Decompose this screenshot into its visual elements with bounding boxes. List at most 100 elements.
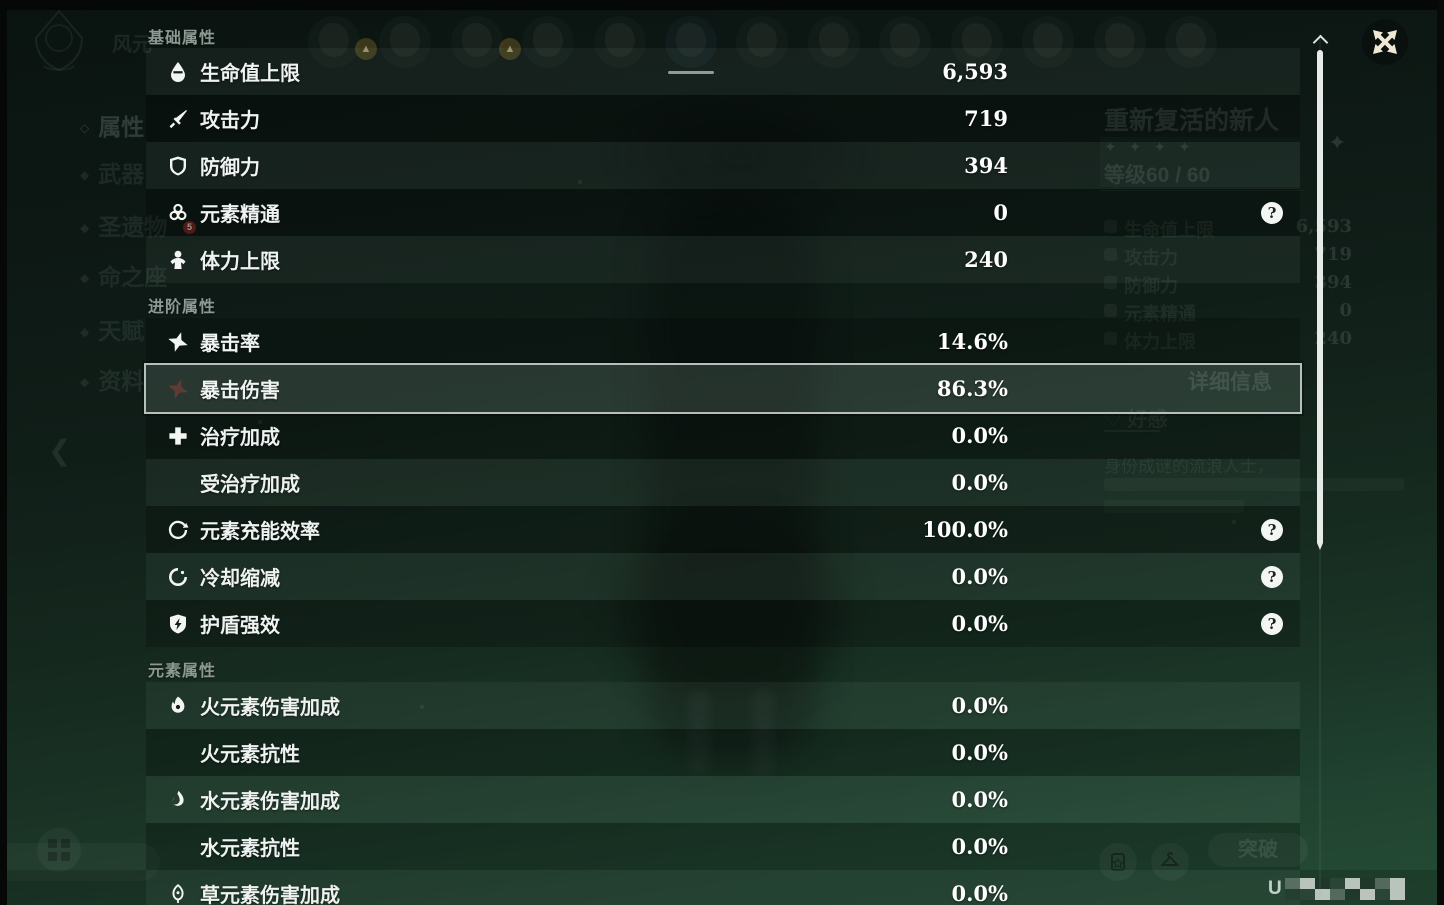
character-portrait [879, 16, 931, 68]
stat-value: 0.0% [951, 693, 1009, 718]
stat-row-pyro-dmg[interactable]: 火元素伤害加成 0.0% [146, 682, 1300, 729]
stat-value: 719 [964, 106, 1008, 131]
hydro-icon [166, 788, 190, 812]
bottom-strip [0, 870, 1444, 905]
prev-character-arrow-icon: ❮ [48, 435, 72, 466]
stat-label: 元素精通 [200, 204, 280, 226]
sidebar-item-artifacts: ◆ 圣遗物 [80, 214, 168, 240]
stat-row-energy-recharge[interactable]: 元素充能效率 100.0% ? [146, 506, 1300, 553]
stat-label: 受治疗加成 [200, 474, 300, 496]
cd-reduction-icon [166, 565, 190, 589]
stat-row-dendro-dmg[interactable]: 草元素伤害加成 0.0% [146, 870, 1300, 905]
bg-stat-row: 体力上限 240 [1104, 326, 1352, 352]
stat-row-hydro-res[interactable]: 水元素抗性 0.0% [146, 823, 1300, 870]
stat-row-pyro-res[interactable]: 火元素抗性 0.0% [146, 729, 1300, 776]
stat-value: 0.0% [951, 834, 1009, 859]
stat-label: 火元素抗性 [200, 744, 300, 766]
base-attribute-rows: 生命值上限 6,593 攻击力 719 防御力 394 元素精通 0 ? [146, 48, 1300, 283]
character-portrait [594, 16, 646, 68]
window-frame [0, 0, 7, 905]
card-button [1099, 843, 1137, 881]
bg-rarity-stars: ✦ ✦ ✦ ✦ [1104, 139, 1195, 156]
stat-row-incoming-healing[interactable]: 受治疗加成 0.0% [146, 459, 1300, 506]
help-icon[interactable]: ? [1261, 565, 1283, 588]
notification-badge: 5 [183, 221, 196, 234]
energy-recharge-icon [166, 518, 190, 542]
stat-value: 14.6% [936, 329, 1008, 354]
stat-value: 6,593 [942, 59, 1008, 84]
advanced-attribute-rows: 暴击率 14.6% 暴击伤害 86.3% 治疗加成 0.0% 受治疗加成 0.0… [146, 318, 1300, 647]
dendro-icon [166, 882, 190, 905]
stat-row-def[interactable]: 防御力 394 [146, 142, 1300, 189]
stat-row-hydro-dmg[interactable]: 水元素伤害加成 0.0% [146, 776, 1300, 823]
stat-value: 0.0% [951, 564, 1009, 589]
stat-row-cd-reduction[interactable]: 冷却缩减 0.0% ? [146, 553, 1300, 600]
stat-row-crit-dmg-selected[interactable]: 暴击伤害 86.3% [146, 365, 1300, 412]
levelup-badge-icon: ▲ [355, 38, 377, 60]
window-frame [0, 0, 1444, 10]
party-grid-button [37, 828, 81, 872]
stat-value: 0.0% [951, 423, 1009, 448]
sidebar-item-talents: ◆ 天赋 [80, 318, 145, 344]
section-title-base: 基础属性 [148, 30, 217, 47]
stat-row-shield-strength[interactable]: 护盾强效 0.0% ? [146, 600, 1300, 647]
scrollbar-thumb[interactable] [1317, 50, 1323, 550]
sidebar-item-profile: ◆ 资料 [80, 368, 145, 394]
sparkle-icon: ✦ [1328, 130, 1347, 155]
stat-label: 生命值上限 [200, 63, 300, 85]
crit-rate-icon [166, 330, 190, 354]
bg-character-title: 重新复活的新人 [1104, 107, 1280, 135]
section-title-advanced: 进阶属性 [148, 299, 217, 316]
section-title-elemental: 元素属性 [148, 663, 217, 680]
stat-mini-icon [1104, 220, 1117, 233]
stat-row-atk[interactable]: 攻击力 719 [146, 95, 1300, 142]
stat-row-max-hp[interactable]: 生命值上限 6,593 [146, 48, 1300, 95]
uid-mosaic [1284, 878, 1410, 900]
stat-value: 0.0% [951, 787, 1009, 812]
character-portrait [522, 16, 574, 68]
help-icon[interactable]: ? [1261, 518, 1283, 541]
help-icon[interactable]: ? [1261, 201, 1283, 224]
stat-row-crit-rate[interactable]: 暴击率 14.6% [146, 318, 1300, 365]
uid-text: U [1268, 878, 1410, 900]
character-portrait [1165, 16, 1217, 68]
hp-icon [166, 60, 190, 84]
close-icon [1373, 30, 1397, 54]
stat-mini-icon [1104, 276, 1117, 289]
bg-stat-row: 生命值上限 6,593 [1104, 214, 1352, 240]
close-button[interactable] [1362, 19, 1408, 65]
bg-element-text: 风元 [112, 34, 152, 56]
character-portrait [808, 16, 860, 68]
character-portrait [308, 16, 360, 68]
window-frame [1437, 0, 1444, 905]
character-portrait [379, 16, 431, 68]
stamina-icon [166, 248, 190, 272]
stat-label: 火元素伤害加成 [200, 697, 340, 719]
character-silhouette [600, 90, 880, 220]
elemental-attribute-rows: 火元素伤害加成 0.0% 火元素抗性 0.0% 水元素伤害加成 0.0% 水元素… [146, 682, 1300, 905]
help-icon[interactable]: ? [1261, 612, 1283, 635]
def-icon [166, 154, 190, 178]
attribute-detail-panel: 基础属性 生命值上限 6,593 攻击力 719 防御力 394 元素精通 0 [146, 0, 1300, 905]
stat-row-healing-bonus[interactable]: 治疗加成 0.0% [146, 412, 1300, 459]
stat-row-max-stamina[interactable]: 体力上限 240 [146, 236, 1300, 283]
bg-stat-row: 攻击力 719 [1104, 242, 1352, 268]
hanger-icon [1160, 852, 1180, 866]
elemental-mastery-icon [166, 201, 190, 225]
character-portrait [1022, 16, 1074, 68]
atk-icon [166, 107, 190, 131]
bg-description-text: 身份成谜的流浪人士， [1104, 457, 1274, 476]
sidebar-item-attributes: ◇ 属性 [80, 114, 145, 140]
region-emblem-icon [34, 9, 84, 72]
stat-row-elemental-mastery[interactable]: 元素精通 0 ? [146, 189, 1300, 236]
stat-label: 草元素伤害加成 [200, 885, 340, 905]
stat-value: 100.0% [922, 517, 1008, 542]
healing-bonus-icon [166, 424, 190, 448]
diamond-icon: ◆ [80, 168, 90, 182]
stat-value: 394 [964, 153, 1008, 178]
stat-value: 240 [964, 247, 1008, 272]
bg-friendship-label: ♡ 好感 [1104, 409, 1168, 431]
uid-prefix: U [1268, 878, 1282, 899]
stat-label: 暴击伤害 [200, 380, 280, 402]
